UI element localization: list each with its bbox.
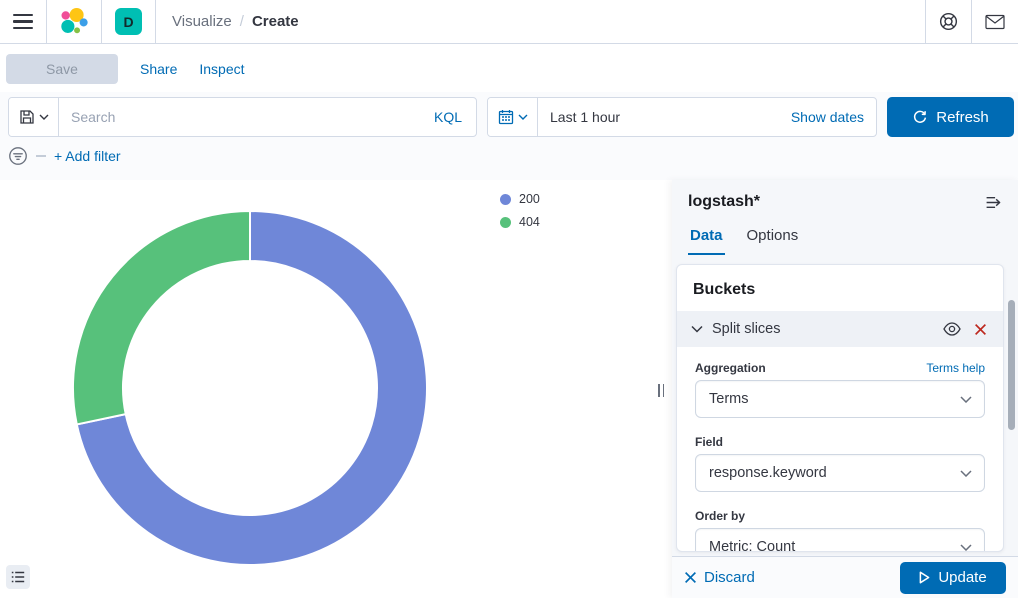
elastic-home-button[interactable]: [47, 0, 101, 44]
space-badge: D: [115, 8, 142, 35]
legend-label-200: 200: [519, 192, 540, 206]
aggregation-select-value: Terms: [709, 391, 749, 407]
index-pattern-title: logstash*: [688, 193, 761, 210]
help-menu-button[interactable]: [926, 0, 971, 44]
chevron-down-icon: [39, 114, 48, 120]
query-bar-section: KQL Last 1 hour Show dates: [0, 92, 1018, 180]
navbar-divider: [155, 0, 156, 43]
top-navbar: D Visualize / Create: [0, 0, 1018, 44]
remove-aggregation-button[interactable]: [972, 321, 989, 338]
legend-toggle-button[interactable]: [6, 565, 30, 589]
quick-select-time-button[interactable]: [488, 98, 538, 136]
newsfeed-button[interactable]: [972, 0, 1018, 44]
mail-icon: [985, 14, 1005, 29]
visualize-action-bar: Save Share Inspect: [0, 45, 1018, 92]
chevron-down-icon: [960, 543, 972, 551]
legend-dot-404: [500, 216, 511, 228]
donut-chart: [72, 209, 428, 566]
filter-bar-dash: [36, 155, 46, 157]
refresh-button[interactable]: Refresh: [887, 97, 1014, 137]
breadcrumb-visualize[interactable]: Visualize: [172, 13, 232, 30]
save-button[interactable]: Save: [6, 53, 118, 84]
order-by-select[interactable]: Metric: Count: [695, 528, 985, 552]
legend-item-200[interactable]: 200: [500, 192, 540, 206]
chevron-down-icon: [960, 469, 972, 477]
update-button-label: Update: [938, 569, 987, 586]
discard-button[interactable]: Discard: [684, 569, 755, 586]
kql-toggle-button[interactable]: KQL: [420, 109, 476, 125]
terms-help-link[interactable]: Terms help: [926, 361, 985, 375]
split-slices-accordion-header[interactable]: Split slices: [677, 311, 1003, 347]
tab-options[interactable]: Options: [745, 221, 801, 255]
eye-icon: [943, 322, 961, 336]
filter-icon[interactable]: [8, 146, 28, 166]
time-range-value[interactable]: Last 1 hour: [550, 109, 621, 125]
add-filter-button[interactable]: + Add filter: [54, 148, 121, 164]
calendar-icon: [498, 110, 513, 125]
aggregation-label: Aggregation: [695, 361, 766, 375]
legend-label-404: 404: [519, 215, 540, 229]
visualization-chart-area: 200 404: [0, 180, 672, 598]
legend-dot-200: [500, 193, 511, 205]
legend-item-404[interactable]: 404: [500, 215, 540, 229]
search-input[interactable]: [59, 98, 420, 136]
chevron-down-icon: [518, 114, 527, 120]
collapse-panel-button[interactable]: [985, 194, 1002, 211]
discard-button-label: Discard: [704, 569, 755, 586]
refresh-icon: [914, 110, 927, 123]
play-icon: [919, 571, 930, 584]
toggle-visibility-button[interactable]: [941, 320, 963, 338]
cross-icon: [685, 572, 696, 583]
navbar-divider: [46, 0, 47, 43]
donut-slice-200[interactable]: [75, 209, 428, 566]
split-slices-label: Split slices: [712, 321, 781, 337]
refresh-button-label: Refresh: [936, 108, 989, 126]
help-icon: [939, 12, 958, 31]
navbar-divider: [971, 0, 972, 43]
saved-query-menu-button[interactable]: [9, 98, 59, 136]
main-menu-button[interactable]: [0, 0, 46, 44]
show-dates-button[interactable]: Show dates: [779, 109, 876, 125]
order-by-select-value: Metric: Count: [709, 539, 796, 552]
hamburger-icon: [13, 13, 33, 30]
space-selector[interactable]: D: [102, 0, 155, 44]
date-picker-group: Last 1 hour Show dates: [487, 97, 877, 137]
menu-right-icon: [986, 196, 1001, 208]
update-button[interactable]: Update: [900, 561, 1006, 594]
order-by-label: Order by: [695, 509, 746, 523]
breadcrumb-create: Create: [251, 13, 299, 30]
editor-tabs: Data Options: [672, 217, 1018, 255]
panel-scrollbar[interactable]: [1008, 300, 1015, 430]
inspect-button[interactable]: Inspect: [199, 60, 245, 77]
remove-x-icon: [975, 323, 986, 335]
list-icon: [11, 571, 25, 583]
chevron-down-icon: [691, 325, 703, 333]
visualization-editor-panel: logstash* Data Options Buckets Split sli…: [672, 180, 1018, 598]
panel-resize-handle[interactable]: [654, 380, 668, 401]
aggregation-select[interactable]: Terms: [695, 380, 985, 418]
chevron-down-icon: [960, 395, 972, 403]
breadcrumb: Visualize / Create: [156, 13, 315, 30]
breadcrumb-separator: /: [239, 13, 244, 30]
field-select-value: response.keyword: [709, 465, 827, 481]
elastic-logo-icon: [61, 7, 88, 33]
field-label: Field: [695, 435, 724, 449]
editor-footer: Discard Update: [672, 556, 1018, 598]
search-bar-group: KQL: [8, 97, 477, 137]
buckets-title: Buckets: [693, 281, 756, 298]
chart-legend: 200 404: [500, 192, 540, 229]
field-select[interactable]: response.keyword: [695, 454, 985, 492]
filter-bar: + Add filter: [8, 140, 121, 172]
navbar-divider: [925, 0, 926, 43]
tab-data[interactable]: Data: [688, 221, 725, 255]
save-query-icon: [19, 110, 34, 124]
share-button[interactable]: Share: [140, 60, 178, 77]
donut-slice-404[interactable]: [72, 209, 251, 426]
buckets-panel: Buckets Split slices: [676, 264, 1004, 552]
navbar-divider: [101, 0, 102, 43]
